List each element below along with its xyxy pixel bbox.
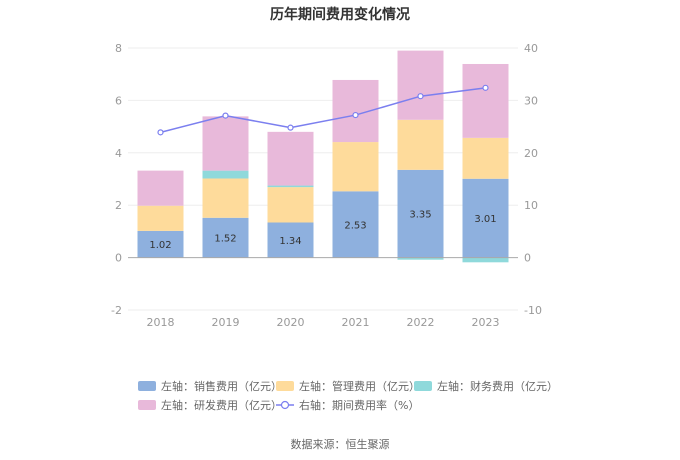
x-tick-label: 2020 [277,316,305,329]
y-right-tick-label: 20 [524,147,538,160]
bar-segment [462,257,509,263]
legend-swatch [276,381,294,391]
y-right-tick-label: -10 [524,304,542,317]
line-series-path [160,87,486,134]
bar-segment [332,191,379,258]
bar-layer [137,50,509,263]
y-left-tick-label: 0 [115,252,122,265]
y-left-tick-label: 4 [115,147,122,160]
bar-segment [137,170,184,206]
y-left-tick-label: 8 [115,42,122,55]
bar-segment [202,178,249,218]
y-left-tick-label: 6 [115,94,122,107]
line-point [352,111,359,119]
bar-value-label: 1.02 [149,240,171,251]
chart-source: 数据来源：恒生聚源 [290,438,390,451]
bar-value-label: 1.52 [214,234,236,245]
line-point [417,93,424,100]
bar-value-label: 2.53 [344,220,366,231]
line-point [222,112,229,119]
legend-layer: 左轴：销售费用（亿元） 左轴：管理费用（亿元） 左轴：财务费用（亿元） 左轴：研发费用… [138,379,558,412]
bar-segment [462,63,509,138]
x-tick-label: 2023 [472,316,500,329]
legend-swatch [138,381,156,391]
x-tick-label: 2022 [407,316,435,329]
legend-line-marker [280,400,290,410]
y-left-tick-label: -2 [111,304,122,317]
y-right-tick-label: 40 [524,42,538,55]
bar-segment [267,131,314,186]
bar-segment [397,50,444,120]
axis-layer: -2 0 2 4 6 8 -10 0 10 20 30 40 2018 2019 2020 2021 2022 2… [111,42,542,329]
legend-label: 左轴：管理费用（亿元） [299,379,420,393]
x-tick-label: 2021 [342,316,370,329]
bar-segment [397,257,444,260]
legend-label: 左轴：财务费用（亿元） [437,379,558,393]
legend-label: 右轴：期间费用率（%） [299,398,419,412]
y-right-tick-label: 0 [524,252,531,265]
bar-value-label: 3.01 [474,214,496,225]
legend-swatch [138,400,156,410]
chart-title: 历年期间费用变化情况 [270,7,410,23]
y-right-tick-label: 30 [524,94,538,107]
grid-layer [128,47,518,311]
x-tick-label: 2019 [212,316,240,329]
bar-segment [462,178,509,258]
bar-segment [462,137,509,179]
legend-label: 左轴：销售费用（亿元） [161,379,282,393]
line-point [482,84,489,91]
legend-swatch [414,381,432,391]
bar-segment [137,230,184,258]
label-layer: 1.02 1.52 1.34 2.53 3.35 3.01 [149,210,496,252]
bar-segment [267,185,314,188]
line-layer [157,84,489,136]
y-left-tick-label: 2 [115,199,122,212]
x-tick-label: 2018 [147,316,175,329]
bar-segment [202,170,249,179]
bar-segment [267,187,314,223]
bar-segment [397,169,444,258]
y-right-tick-label: 10 [524,199,538,212]
bar-segment [332,142,379,192]
legend-label: 左轴：研发费用（亿元） [161,398,282,412]
line-point [157,129,164,136]
bar-value-label: 3.35 [409,210,431,221]
bar-value-label: 1.34 [279,236,301,247]
line-point [287,124,294,131]
bar-segment [137,205,184,231]
bar-segment [267,222,314,258]
bar-segment [202,217,249,258]
bar-segment [202,116,249,171]
bar-segment [397,119,444,170]
